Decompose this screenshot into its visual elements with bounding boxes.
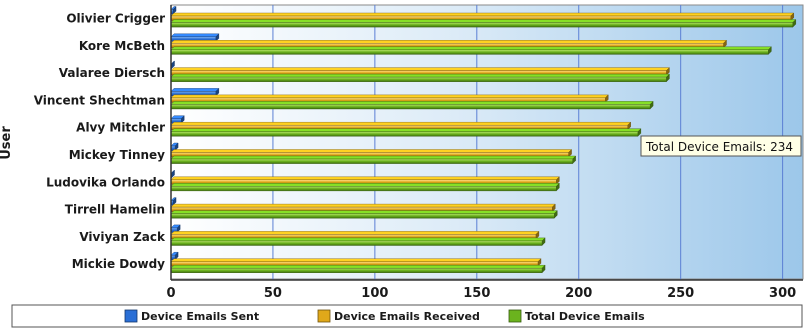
bar-top-face <box>170 33 220 37</box>
bar-front-face <box>170 104 651 110</box>
bar[interactable] <box>170 251 179 261</box>
bar-top-face <box>170 149 573 153</box>
bar-top-face <box>170 231 540 235</box>
x-tick-label: 0 <box>166 286 175 301</box>
bar[interactable] <box>170 73 670 83</box>
legend-item[interactable]: Device Emails Received <box>317 309 480 323</box>
bar-front-face <box>170 76 667 82</box>
bar-front-face <box>170 213 555 219</box>
bar[interactable] <box>170 100 654 110</box>
category-label: Alvy Mitchler <box>76 121 165 135</box>
bar[interactable] <box>170 237 546 246</box>
category-label: Viviyan Zack <box>79 230 166 244</box>
legend-item[interactable]: Device Emails Sent <box>124 309 259 323</box>
bar-top-face <box>170 121 632 126</box>
bar[interactable] <box>170 210 558 219</box>
category-label: Olivier Crigger <box>66 12 165 26</box>
bar[interactable] <box>170 264 546 274</box>
bar-top-face <box>170 19 797 23</box>
bar-top-face <box>170 88 220 92</box>
bar[interactable] <box>170 182 560 192</box>
legend-label: Device Emails Sent <box>141 310 259 323</box>
x-tick-label: 50 <box>264 286 282 301</box>
bar[interactable] <box>170 115 185 124</box>
bar[interactable] <box>170 176 560 185</box>
bar-top-face <box>170 155 577 160</box>
x-tick-label: 100 <box>361 286 388 301</box>
bar-top-face <box>170 73 670 78</box>
legend-swatch <box>124 309 138 323</box>
bar[interactable] <box>170 6 177 15</box>
bar[interactable] <box>170 224 181 233</box>
bar-top-face <box>170 237 546 242</box>
bar-front-face <box>170 268 543 274</box>
bar-top-face <box>170 46 772 50</box>
bar-front-face <box>170 186 557 192</box>
bar-front-face <box>170 158 573 164</box>
category-label: Valaree Diersch <box>59 66 165 80</box>
bar[interactable] <box>170 197 177 206</box>
category-label: Tirrell Hamelin <box>65 203 165 217</box>
tooltip: Total Device Emails: 234 <box>640 135 802 157</box>
category-label: Ludovika Orlando <box>46 175 165 189</box>
bar[interactable] <box>170 155 577 165</box>
bar-top-face <box>170 40 727 44</box>
bars <box>170 6 797 274</box>
bar-top-face <box>170 101 654 105</box>
bar-top-face <box>170 94 609 99</box>
legend-label: Device Emails Received <box>334 310 480 323</box>
y-axis-title: User <box>0 126 14 160</box>
legend-swatch <box>508 309 522 323</box>
bar[interactable] <box>170 94 609 103</box>
bar-top-face <box>170 176 560 181</box>
category-label: Kore McBeth <box>79 39 165 53</box>
bar-front-face <box>170 22 794 28</box>
bar[interactable] <box>170 46 772 55</box>
bar-top-face <box>170 12 795 17</box>
bar-top-face <box>170 67 670 71</box>
bar-top-face <box>170 210 558 214</box>
bar-top-face <box>170 183 560 187</box>
legend: Device Emails Sent Device Emails Received… <box>11 304 803 328</box>
legend-swatch <box>317 309 331 323</box>
bar-top-face <box>170 258 542 262</box>
bar-front-face <box>170 49 769 55</box>
x-tick-labels: 0 50 100 150 200 250 300 <box>166 286 796 301</box>
x-tick-label: 150 <box>463 286 490 301</box>
bar[interactable] <box>170 128 642 137</box>
category-label: Mickie Dowdy <box>72 257 165 271</box>
bar-top-face <box>170 265 546 269</box>
bar-front-face <box>170 240 543 246</box>
x-tick-label: 300 <box>769 286 796 301</box>
legend-item[interactable]: Total Device Emails <box>508 309 645 323</box>
x-tick-label: 250 <box>667 286 694 301</box>
tooltip-box <box>640 135 802 157</box>
x-tick-label: 200 <box>565 286 592 301</box>
bar-top-face <box>170 203 556 208</box>
tooltip-text: Total Device Emails: 234 <box>645 140 793 154</box>
legend-label: Total Device Emails <box>525 310 645 323</box>
bar-front-face <box>170 131 639 137</box>
category-label: Vincent Shechtman <box>34 93 165 107</box>
category-label: Mickey Tinney <box>69 148 165 162</box>
legend-box <box>11 304 803 328</box>
bar[interactable] <box>170 19 797 28</box>
bar-top-face <box>170 128 642 132</box>
category-labels: Olivier Crigger Kore McBeth Valaree Diersc… <box>34 12 166 272</box>
